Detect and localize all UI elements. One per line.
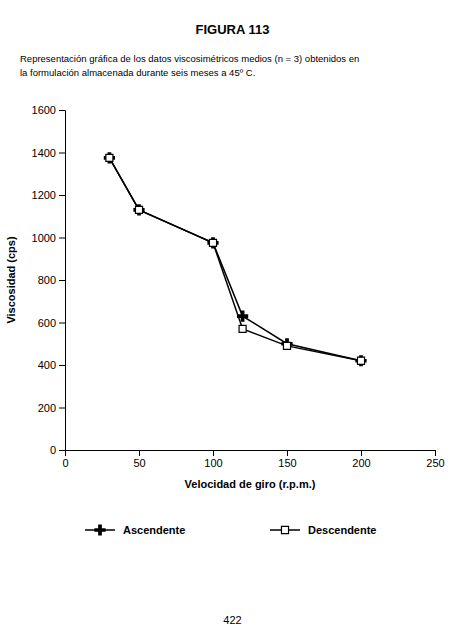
- y-axis-tick-mark: [59, 365, 65, 366]
- x-axis-title: Velocidad de giro (r.p.m.): [185, 478, 316, 490]
- series-point: [239, 325, 246, 332]
- x-axis-line: [66, 451, 436, 457]
- series-point: [207, 237, 218, 248]
- series-line: [109, 158, 361, 361]
- y-axis-tick-label: 1600: [32, 104, 56, 116]
- y-axis-title: Viscosidad (cps): [5, 236, 17, 324]
- x-axis: 0 50 100 150 200 250: [62, 450, 444, 469]
- legend: Ascendente Descendente: [85, 524, 376, 536]
- y-axis-tick-mark: [59, 153, 65, 154]
- x-axis-tick: 150: [278, 450, 296, 469]
- y-axis-tick-label: 400: [38, 359, 56, 371]
- series-point: [357, 357, 364, 364]
- y-axis-tick: 600: [38, 317, 65, 329]
- y-axis-tick-mark: [59, 238, 65, 239]
- x-axis-tick-label: 250: [426, 457, 444, 469]
- y-axis-tick-label: 1200: [32, 189, 56, 201]
- x-axis-tick: 0: [62, 450, 68, 469]
- x-axis-tick-label: 150: [278, 457, 296, 469]
- y-axis-tick-mark: [59, 195, 65, 196]
- legend-symbol: [94, 524, 105, 535]
- plot: 0 50 100 150 200 250 0 200 400 600 800 1000 1200 1400…: [5, 104, 445, 490]
- y-axis-tick-label: 200: [38, 402, 56, 414]
- series-point: [104, 152, 115, 163]
- x-axis-tick: 200: [352, 450, 370, 469]
- y-axis-tick-label: 600: [38, 317, 56, 329]
- x-axis-tick-label: 50: [133, 457, 145, 469]
- page-number: 422: [223, 614, 241, 626]
- y-axis-tick-mark: [59, 450, 65, 451]
- x-axis-tick-mark: [213, 450, 214, 456]
- legend-symbol: [281, 526, 288, 533]
- x-axis-tick-mark: [361, 450, 362, 456]
- x-axis-tick-label: 200: [352, 457, 370, 469]
- y-axis-tick-mark: [59, 408, 65, 409]
- x-axis-tick-mark: [435, 450, 436, 456]
- y-axis-tick: 400: [38, 359, 65, 371]
- y-axis-tick-label: 0: [50, 444, 56, 456]
- y-axis-tick: 0: [50, 444, 65, 456]
- series-point: [133, 204, 144, 215]
- series-point: [281, 338, 292, 349]
- x-axis-tick-mark: [287, 450, 288, 456]
- subtitle: Representación gráfica de los datos visc…: [20, 53, 359, 64]
- x-axis-tick: 250: [426, 450, 444, 469]
- x-axis-tick-mark: [139, 450, 140, 456]
- chart: FIGURA 113 Representación gráfica de los …: [0, 0, 465, 640]
- y-axis-tick-mark: [59, 110, 65, 111]
- series-point: [209, 239, 216, 246]
- legend-label: Descendente: [308, 524, 376, 536]
- y-axis-tick: 1000: [32, 232, 65, 244]
- legend-item: Ascendente: [85, 524, 185, 536]
- y-axis-line: [59, 111, 66, 451]
- x-axis-tick: 100: [204, 450, 222, 469]
- y-axis: 0 200 400 600 800 1000 1200 1400 1600: [32, 104, 66, 456]
- y-axis-tick: 1200: [32, 189, 65, 201]
- y-axis-tick: 800: [38, 274, 65, 286]
- legend-item: Descendente: [270, 524, 376, 536]
- y-axis-tick-label: 1000: [32, 232, 56, 244]
- x-axis-tick: 50: [133, 450, 145, 469]
- series-point: [283, 342, 290, 349]
- series-point: [135, 206, 142, 213]
- series-point: [106, 154, 113, 161]
- x-axis-tick-label: 0: [62, 457, 68, 469]
- y-axis-tick-mark: [59, 323, 65, 324]
- y-axis-tick: 1400: [32, 147, 65, 159]
- marks: [104, 152, 367, 366]
- title: FIGURA 113: [196, 22, 270, 37]
- y-axis-tick: 200: [38, 402, 65, 414]
- series-line: [109, 158, 361, 361]
- series-point: [355, 355, 366, 366]
- y-axis-tick: 1600: [32, 104, 65, 116]
- legend-label: Ascendente: [123, 524, 185, 536]
- subtitle: la formulación almacenada durante seis m…: [20, 67, 255, 78]
- x-axis-tick-label: 100: [204, 457, 222, 469]
- y-axis-tick-label: 1400: [32, 147, 56, 159]
- y-axis-tick-mark: [59, 280, 65, 281]
- y-axis-tick-label: 800: [38, 274, 56, 286]
